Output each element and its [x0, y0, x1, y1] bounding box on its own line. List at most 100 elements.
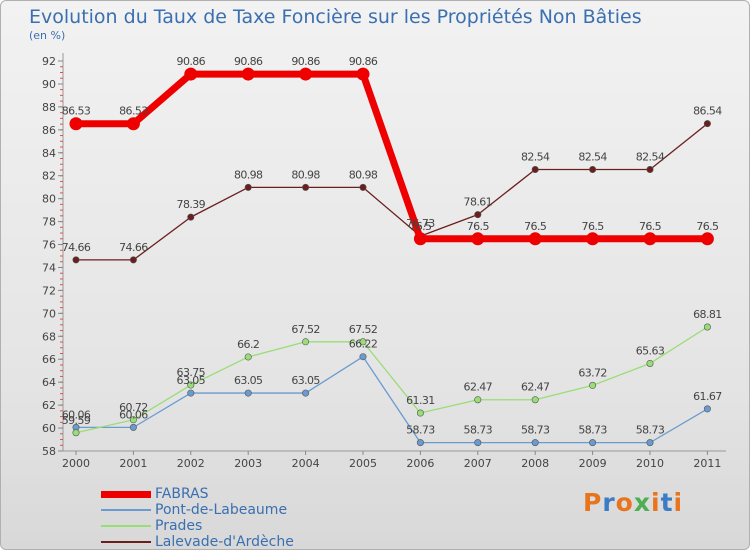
data-labels: 60.06 60.06 63.05 63.05 63.05 66.22 58.73 58.73… [62, 55, 723, 437]
data-label: 68.81 [693, 308, 722, 321]
data-point [302, 389, 310, 397]
legend-item-prades: Prades [101, 518, 202, 534]
data-point [471, 232, 485, 246]
data-label: 66.2 [237, 338, 259, 351]
data-label: 62.47 [521, 381, 550, 394]
data-label: 82.54 [521, 151, 550, 164]
data-point [126, 117, 140, 131]
y-tick-label: 66 [42, 353, 56, 366]
data-point [703, 323, 711, 331]
data-point [187, 381, 195, 389]
data-label: 65.63 [636, 344, 665, 357]
x-tick-label: 2003 [234, 457, 262, 470]
data-label: 67.52 [349, 323, 378, 336]
data-label: 76.5 [696, 220, 719, 233]
data-label: 66.22 [349, 338, 378, 351]
y-tick-label: 60 [42, 422, 56, 435]
x-tick-label: 2010 [636, 457, 664, 470]
data-point [586, 232, 600, 246]
y-tick-label: 74 [42, 261, 56, 274]
data-point [129, 256, 137, 264]
data-point [129, 423, 137, 431]
data-point [528, 232, 542, 246]
data-point [474, 396, 482, 404]
legend-label: Pont-de-Labeaume [155, 502, 288, 518]
data-point [184, 67, 198, 81]
data-label: 58.73 [636, 424, 665, 437]
y-tick-label: 84 [42, 147, 56, 160]
logo-letter: t [660, 488, 674, 517]
data-point [241, 67, 255, 81]
data-label: 60.06 [119, 408, 148, 421]
x-tick-label: 2000 [62, 457, 90, 470]
logo-letter: i [673, 488, 684, 517]
y-tick-label: 70 [42, 307, 56, 320]
data-label: 76.5 [467, 220, 490, 233]
data-point [413, 232, 427, 246]
data-point [72, 256, 80, 264]
data-label: 63.05 [177, 374, 206, 387]
data-label: 82.54 [578, 151, 607, 164]
data-point [589, 381, 597, 389]
data-point [244, 353, 252, 361]
series-line [76, 356, 708, 444]
data-label: 90.86 [349, 55, 378, 68]
data-label: 74.66 [62, 241, 91, 254]
data-label: 76.73 [406, 217, 435, 230]
y-tick-label: 90 [42, 78, 56, 91]
data-point [646, 166, 654, 174]
series-lines [75, 70, 708, 444]
chart-title: Evolution du Taux de Taxe Foncière sur l… [29, 6, 642, 28]
data-point [703, 120, 711, 128]
y-tick-label: 88 [42, 101, 56, 114]
y-tick-label: 72 [42, 284, 56, 297]
axes: 58 60 62 64 66 68 70 72 74 76 78 80 82 84 86 88 90 92 2000… [42, 53, 726, 470]
data-point [302, 338, 310, 346]
series-line [76, 70, 708, 243]
data-label: 63.05 [234, 374, 263, 387]
data-label: 90.86 [177, 55, 206, 68]
data-label: 82.54 [636, 151, 665, 164]
legend-swatch [101, 490, 151, 498]
data-point [72, 429, 80, 437]
x-tick-label: 2004 [292, 457, 320, 470]
data-label: 58.73 [464, 424, 493, 437]
data-point [69, 117, 83, 131]
x-tick-label: 2006 [406, 457, 434, 470]
data-point [531, 396, 539, 404]
legend-swatch [101, 509, 151, 511]
logo-letter: o [615, 488, 634, 517]
data-label: 90.86 [234, 55, 263, 68]
data-label: 74.66 [119, 241, 148, 254]
data-label: 62.47 [464, 381, 493, 394]
legend-item-lalevade: Lalevade-d'Ardèche [101, 534, 294, 549]
legend-label: Prades [155, 518, 203, 534]
data-label: 78.39 [177, 198, 206, 211]
data-label: 58.73 [406, 424, 435, 437]
legend-item-fabras: FABRAS [101, 486, 209, 502]
data-label: 61.31 [406, 394, 435, 407]
logo-letter: x [633, 488, 651, 517]
data-label: 76.5 [524, 220, 547, 233]
unit-label: (en %) [29, 29, 66, 42]
logo-letter: i [651, 488, 661, 517]
proxiti-logo: Proxiti [583, 488, 683, 517]
y-tick-label: 80 [42, 193, 56, 206]
data-point [474, 439, 482, 447]
data-label: 58.73 [578, 424, 607, 437]
data-point [589, 439, 597, 447]
series-points [69, 67, 714, 447]
logo-letter: P [583, 488, 603, 517]
data-label: 86.54 [693, 105, 722, 118]
data-point [703, 405, 711, 413]
data-point [302, 183, 310, 191]
data-point [299, 67, 313, 81]
data-point [129, 416, 137, 424]
data-label: 76.5 [582, 220, 605, 233]
data-point [416, 439, 424, 447]
y-tick-label: 64 [42, 376, 56, 389]
logo-letter: r [602, 488, 616, 517]
x-tick-label: 2011 [693, 457, 721, 470]
